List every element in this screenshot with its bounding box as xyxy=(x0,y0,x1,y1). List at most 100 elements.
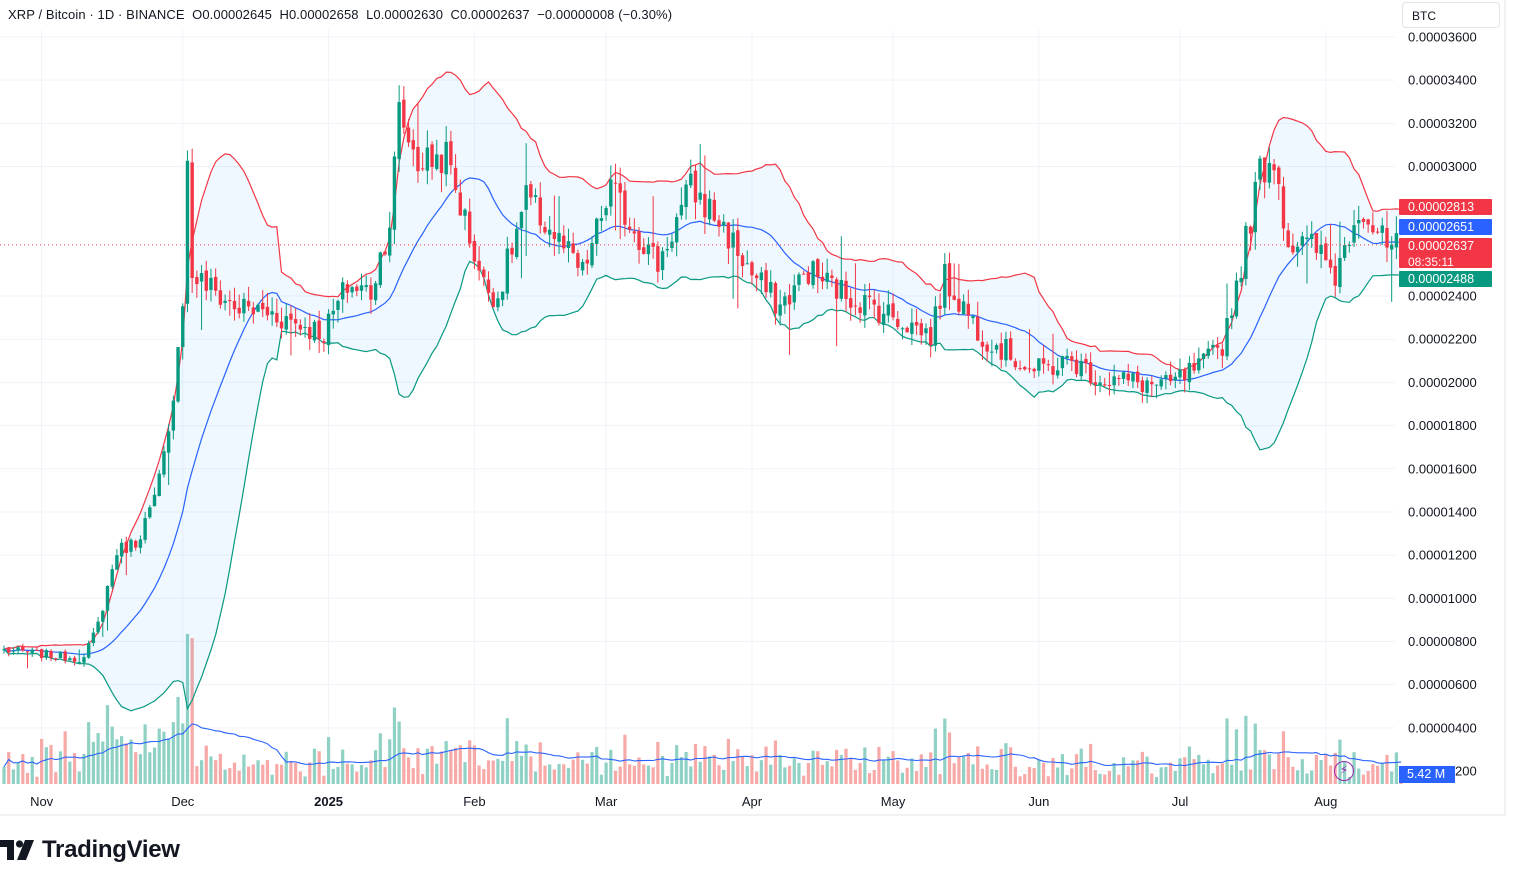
volume-bar xyxy=(844,748,848,784)
candle-body xyxy=(204,270,208,291)
candle xyxy=(383,250,387,256)
volume-bar xyxy=(247,766,251,784)
candle xyxy=(1070,351,1074,372)
candle-body xyxy=(881,313,886,325)
candle-body xyxy=(595,218,599,244)
volume-bar xyxy=(1390,771,1394,784)
candle-body xyxy=(496,298,500,308)
x-tick-label: Feb xyxy=(463,794,485,809)
volume-bar xyxy=(722,769,726,784)
volume-bar xyxy=(11,769,16,784)
candle xyxy=(265,293,270,321)
volume-bar xyxy=(999,748,1003,784)
candle xyxy=(1225,283,1229,361)
tradingview-logo[interactable]: TradingView xyxy=(0,836,180,864)
volume-bar xyxy=(1027,766,1032,784)
volume-bar xyxy=(1112,762,1116,784)
volume-bar xyxy=(1098,773,1102,784)
tradingview-logo-icon xyxy=(0,840,34,860)
candle xyxy=(1131,372,1135,389)
candle xyxy=(63,649,67,664)
candle xyxy=(1023,365,1027,371)
candle xyxy=(886,290,891,323)
candle-body xyxy=(392,156,397,230)
candle-body xyxy=(364,285,368,288)
candle-body xyxy=(957,298,961,312)
candle-body xyxy=(1352,225,1356,243)
candle xyxy=(406,119,411,148)
volume-bar xyxy=(463,762,467,784)
symbol-title[interactable]: XRP / Bitcoin · 1D · BINANCE xyxy=(8,7,185,22)
candle-body xyxy=(312,321,317,341)
candlesticks[interactable] xyxy=(2,85,1403,669)
volume-bar xyxy=(72,753,77,784)
candle xyxy=(957,263,961,315)
volume-bar xyxy=(1159,767,1163,784)
bollinger-bands xyxy=(3,71,1402,712)
lightning-icon[interactable]: ⚡ xyxy=(1334,761,1354,781)
candle xyxy=(77,649,81,665)
candle-body xyxy=(261,302,265,310)
candle xyxy=(359,273,364,301)
candle xyxy=(101,609,105,637)
candle-body xyxy=(538,197,542,226)
volume-bar xyxy=(703,746,707,784)
volume-bar xyxy=(689,766,693,784)
volume-bar xyxy=(552,769,556,784)
candle xyxy=(1295,241,1300,267)
volume-bar xyxy=(740,756,745,784)
candle xyxy=(1121,371,1126,385)
candle xyxy=(326,309,331,355)
candle xyxy=(228,290,232,316)
candle-body xyxy=(373,283,378,301)
candle xyxy=(364,275,368,292)
candle-body xyxy=(900,328,905,330)
y-tick-label: 0.00001200 xyxy=(1408,548,1477,563)
volume-bar xyxy=(1093,770,1097,784)
candle xyxy=(642,238,646,255)
candle-body xyxy=(402,99,406,128)
candle xyxy=(336,299,340,323)
candle-body xyxy=(1112,376,1116,386)
candle xyxy=(1027,329,1032,373)
candle xyxy=(547,216,552,248)
candle xyxy=(1135,365,1140,388)
candle xyxy=(1032,367,1036,379)
candle xyxy=(1004,331,1008,367)
candle-body xyxy=(336,300,340,310)
volume-bar xyxy=(947,732,952,784)
volume-bar xyxy=(1225,718,1229,784)
candle xyxy=(1154,384,1159,399)
volume-bar xyxy=(364,767,368,784)
currency-button[interactable]: BTC xyxy=(1402,2,1500,28)
candle-body xyxy=(91,632,96,643)
candle xyxy=(11,646,16,656)
candle-body xyxy=(218,290,223,305)
candle-body xyxy=(1281,186,1286,229)
candle xyxy=(1008,331,1013,361)
middle-band-line xyxy=(3,177,1402,656)
candle xyxy=(317,310,321,354)
volume-bar xyxy=(190,638,194,784)
volume-bar xyxy=(670,763,674,784)
volume-bar xyxy=(1183,757,1187,784)
candle xyxy=(919,318,923,345)
candle-body xyxy=(1098,382,1102,386)
candle xyxy=(463,208,467,231)
candle xyxy=(1338,221,1342,294)
candle xyxy=(1107,372,1112,396)
candle xyxy=(1201,352,1206,369)
candle-body xyxy=(849,298,853,308)
y-tick-label: 0.00003200 xyxy=(1408,116,1477,131)
candle-body xyxy=(820,276,825,282)
candle xyxy=(632,218,637,243)
candle-body xyxy=(731,232,735,248)
volume-bar xyxy=(863,747,867,784)
candle-body xyxy=(232,300,237,310)
candle-body xyxy=(82,657,86,663)
volume-bar xyxy=(1319,760,1323,784)
volume-bar xyxy=(802,775,806,784)
volume-bar xyxy=(289,761,293,784)
candle xyxy=(613,163,618,231)
